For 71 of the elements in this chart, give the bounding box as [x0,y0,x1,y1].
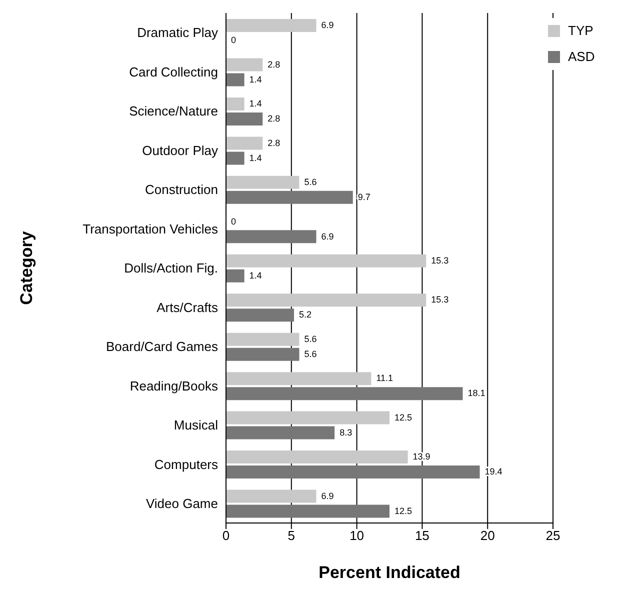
bar [226,294,426,307]
data-label: 9.7 [358,192,370,202]
legend-label: TYP [568,22,594,40]
x-tick-label: 10 [350,528,364,544]
bar [226,73,244,86]
bar [226,58,263,72]
x-tick-label: 5 [288,528,296,544]
bar [226,387,463,400]
y-tick-label: Reading/Books [130,378,218,394]
data-label: 1.4 [249,74,262,84]
bar [226,490,316,503]
bar [226,254,426,268]
data-label: 15.3 [431,256,449,266]
data-label: 5.6 [304,334,317,344]
data-label: 6.9 [321,490,334,501]
bar [226,308,294,322]
data-label: 12.5 [394,506,412,516]
y-tick-label: Outdoor Play [142,142,218,158]
bar [226,19,316,32]
bar [226,190,353,204]
y-tick-label: Computers [154,456,218,472]
data-label: 5.6 [304,177,317,188]
data-label: 12.5 [394,412,412,422]
x-tick-label: 20 [480,528,495,544]
y-tick-label: Card Collecting [129,64,218,80]
bar [226,97,244,110]
bar [226,332,300,346]
y-tick-label: Board/Card Games [106,339,218,354]
data-label: 0 [231,35,236,46]
y-tick-label: Dolls/Action Fig. [124,260,218,276]
bar [226,466,480,479]
x-tick-label: 0 [222,528,230,544]
data-label: 2.8 [268,138,280,148]
data-label: 11.1 [376,373,394,384]
y-tick-label: Science/Nature [129,104,218,119]
data-label: 1.4 [249,270,262,280]
bar [226,152,244,165]
bar [226,112,263,126]
x-axis-title: Percent Indicated [318,563,460,582]
data-label: 15.3 [431,294,449,305]
y-tick-label: Transportation Vehicles [82,221,218,236]
x-tick-label: 15 [414,528,430,544]
bar [226,136,263,150]
bar [226,230,316,244]
y-tick-label: Construction [145,182,218,198]
bar [226,372,372,386]
bar [226,176,300,189]
data-label: 6.9 [321,231,334,242]
y-tick-label: Dramatic Play [137,25,218,40]
data-label: 18.1 [468,388,486,398]
y-tick-label: Arts/Crafts [156,300,218,315]
data-label: 1.4 [249,98,262,109]
data-label: 0 [231,216,236,226]
x-tick-label: 25 [546,528,560,544]
data-label: 8.3 [340,427,352,438]
data-label: 6.9 [321,20,334,30]
data-label: 1.4 [249,152,262,163]
bar [226,450,408,464]
y-tick-label: Video Game [146,496,218,511]
data-label: 2.8 [268,114,280,124]
bar [226,411,390,424]
bar [226,504,390,518]
data-label: 2.8 [268,59,280,70]
bar [226,348,300,361]
y-axis-title: Category [17,230,36,305]
data-label: 5.2 [299,310,312,320]
y-tick-label: Musical [174,418,218,433]
bar [226,269,244,282]
bar [226,426,335,440]
legend-label: ASD [568,48,595,66]
data-label: 5.6 [304,348,317,359]
